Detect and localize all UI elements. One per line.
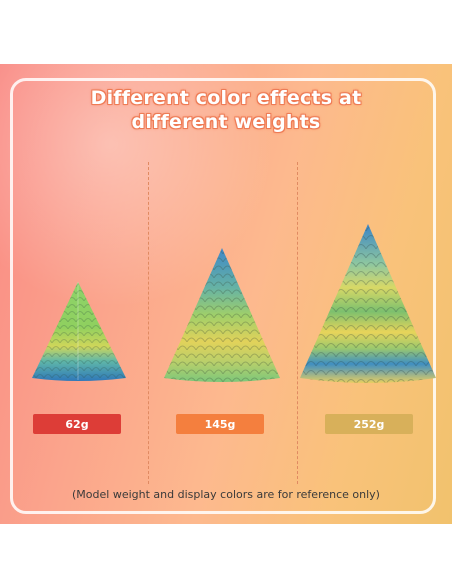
small-tree-model bbox=[32, 282, 126, 381]
weight-label-145g: 145g bbox=[176, 414, 264, 434]
reference-footnote: (Model weight and display colors are for… bbox=[72, 488, 380, 501]
weight-label-252g: 252g bbox=[325, 414, 413, 434]
weight-label-62g: 62g bbox=[33, 414, 121, 434]
dashed-divider bbox=[297, 162, 298, 484]
medium-tree-model bbox=[164, 248, 280, 382]
large-tree-model bbox=[300, 224, 436, 383]
product-image: Different color effects at different wei… bbox=[0, 64, 452, 524]
dashed-divider bbox=[148, 162, 149, 484]
heading-line-1: Different color effects at bbox=[90, 87, 362, 109]
white-frame bbox=[10, 78, 436, 514]
heading-line-2: different weights bbox=[131, 111, 321, 133]
